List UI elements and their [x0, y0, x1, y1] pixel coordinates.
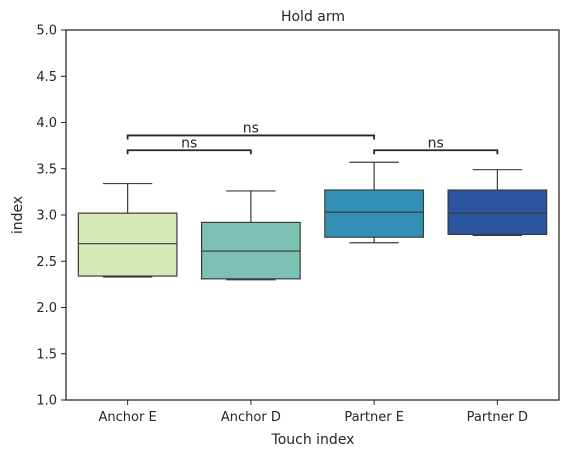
- y-tick-label: 4.5: [36, 70, 57, 85]
- y-tick-label: 4.0: [36, 116, 57, 131]
- significance-label: ns: [428, 135, 444, 151]
- significance-annotation: ns: [126, 135, 252, 155]
- significance-annotation: ns: [373, 135, 499, 155]
- x-axis-label: Touch index: [271, 432, 355, 448]
- y-tick-label: 3.5: [36, 162, 57, 177]
- x-tick-label: Anchor E: [99, 410, 157, 425]
- chart-title: Hold arm: [281, 9, 345, 25]
- significance-bracket: [126, 149, 252, 155]
- significance-bracket: [126, 134, 376, 140]
- significance-label: ns: [243, 120, 259, 136]
- box-iqr: [447, 189, 548, 236]
- significance-label: ns: [181, 135, 197, 151]
- box-iqr: [324, 189, 425, 238]
- y-tick-label: 1.0: [36, 394, 57, 409]
- y-tick-label: 1.5: [36, 347, 57, 362]
- box-iqr: [77, 212, 178, 277]
- y-axis-label: index: [10, 196, 26, 234]
- x-tick-label: Partner D: [467, 410, 528, 425]
- significance-annotation: ns: [126, 120, 376, 140]
- y-axis: 1.0 1.5 2.0 2.5 3.0 3.5 4.0 4.5 5.0: [36, 24, 66, 409]
- x-axis: Anchor E Anchor D Partner E Partner D: [99, 400, 528, 425]
- y-tick-label: 2.0: [36, 301, 57, 316]
- significance-bracket: [373, 149, 499, 155]
- y-tick-label: 2.5: [36, 255, 57, 270]
- box-partner-d: [447, 169, 548, 236]
- plot-area: ns ns ns: [77, 120, 548, 281]
- y-tick-label: 3.0: [36, 209, 57, 224]
- y-tick-label: 5.0: [36, 24, 57, 39]
- x-tick-label: Anchor D: [221, 410, 281, 425]
- box-partner-e: [324, 161, 425, 244]
- x-tick-label: Partner E: [344, 410, 404, 425]
- box-anchor-d: [200, 190, 301, 281]
- box-anchor-e: [77, 182, 178, 278]
